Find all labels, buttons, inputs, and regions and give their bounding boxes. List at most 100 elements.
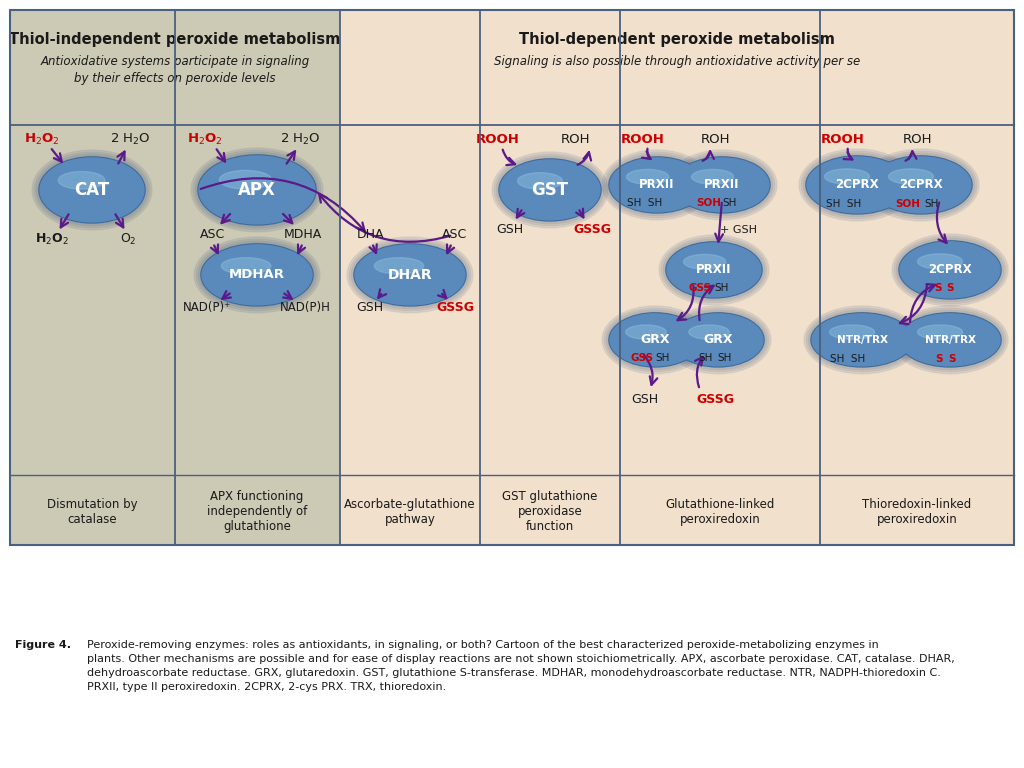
Text: GSS: GSS bbox=[688, 283, 712, 293]
Ellipse shape bbox=[353, 243, 467, 307]
Ellipse shape bbox=[36, 154, 148, 226]
Text: SH  SH: SH SH bbox=[628, 198, 663, 208]
Text: GSH: GSH bbox=[632, 393, 658, 406]
Text: GSH: GSH bbox=[356, 301, 384, 314]
Text: SH: SH bbox=[698, 353, 713, 362]
Text: Signaling is also possible through antioxidative activity per se: Signaling is also possible through antio… bbox=[494, 55, 860, 68]
Ellipse shape bbox=[659, 235, 769, 305]
Text: NAD(P)⁺: NAD(P)⁺ bbox=[183, 301, 231, 314]
Text: GSS: GSS bbox=[631, 353, 653, 362]
Text: SOH: SOH bbox=[696, 198, 722, 208]
FancyBboxPatch shape bbox=[340, 10, 1014, 125]
FancyBboxPatch shape bbox=[10, 10, 340, 125]
Ellipse shape bbox=[191, 148, 323, 232]
Ellipse shape bbox=[804, 306, 920, 374]
Ellipse shape bbox=[673, 314, 763, 366]
Ellipse shape bbox=[896, 238, 1004, 302]
Ellipse shape bbox=[608, 156, 706, 214]
Text: 2CPRX: 2CPRX bbox=[899, 178, 943, 191]
Ellipse shape bbox=[198, 241, 316, 309]
Ellipse shape bbox=[354, 244, 466, 306]
Ellipse shape bbox=[32, 150, 152, 230]
Ellipse shape bbox=[869, 155, 973, 215]
Text: GSSG: GSSG bbox=[436, 301, 474, 314]
Ellipse shape bbox=[202, 245, 312, 305]
Ellipse shape bbox=[604, 152, 710, 218]
Text: ROH: ROH bbox=[560, 134, 590, 147]
Text: SH  SH: SH SH bbox=[826, 199, 861, 209]
Ellipse shape bbox=[900, 314, 1000, 366]
Ellipse shape bbox=[610, 158, 705, 212]
Text: S: S bbox=[946, 283, 953, 293]
Ellipse shape bbox=[194, 237, 319, 313]
Ellipse shape bbox=[38, 156, 146, 224]
Ellipse shape bbox=[691, 170, 734, 184]
Ellipse shape bbox=[806, 308, 918, 372]
Ellipse shape bbox=[604, 308, 706, 372]
Ellipse shape bbox=[689, 325, 729, 339]
Ellipse shape bbox=[799, 149, 915, 221]
Ellipse shape bbox=[40, 158, 144, 222]
Ellipse shape bbox=[602, 150, 712, 220]
Ellipse shape bbox=[609, 157, 705, 213]
Ellipse shape bbox=[829, 325, 874, 339]
Ellipse shape bbox=[863, 149, 979, 221]
Ellipse shape bbox=[201, 244, 313, 306]
Ellipse shape bbox=[196, 239, 318, 311]
Ellipse shape bbox=[492, 152, 608, 228]
Ellipse shape bbox=[498, 158, 602, 222]
Ellipse shape bbox=[671, 312, 765, 368]
Ellipse shape bbox=[662, 237, 767, 303]
Ellipse shape bbox=[683, 254, 726, 270]
Ellipse shape bbox=[899, 241, 1001, 299]
Text: Antioxidative systems participate in signaling: Antioxidative systems participate in sig… bbox=[40, 55, 309, 68]
FancyBboxPatch shape bbox=[10, 125, 340, 545]
Ellipse shape bbox=[675, 158, 769, 212]
Text: DHAR: DHAR bbox=[388, 268, 432, 282]
Text: SH: SH bbox=[723, 198, 737, 208]
Text: SH: SH bbox=[655, 353, 670, 362]
Text: ROOH: ROOH bbox=[821, 134, 865, 147]
Ellipse shape bbox=[667, 308, 769, 372]
Text: H$_2$O$_2$: H$_2$O$_2$ bbox=[187, 132, 223, 147]
Ellipse shape bbox=[496, 156, 604, 224]
Ellipse shape bbox=[500, 160, 600, 220]
Ellipse shape bbox=[221, 257, 270, 274]
Ellipse shape bbox=[347, 237, 473, 313]
Ellipse shape bbox=[499, 159, 601, 221]
Text: GSSG: GSSG bbox=[696, 393, 734, 406]
Text: Thioredoxin-linked
peroxiredoxin: Thioredoxin-linked peroxiredoxin bbox=[862, 498, 972, 526]
Text: S: S bbox=[948, 354, 955, 364]
Text: Dismutation by
catalase: Dismutation by catalase bbox=[47, 498, 137, 526]
Ellipse shape bbox=[627, 170, 669, 184]
Text: Thiol-dependent peroxide metabolism: Thiol-dependent peroxide metabolism bbox=[519, 32, 835, 48]
Text: ASC: ASC bbox=[442, 228, 468, 241]
Text: ROH: ROH bbox=[903, 134, 933, 147]
Text: + GSH: + GSH bbox=[720, 225, 757, 235]
Text: GST glutathione
peroxidase
function: GST glutathione peroxidase function bbox=[503, 490, 598, 533]
Text: MDHA: MDHA bbox=[284, 228, 323, 241]
Text: DHA: DHA bbox=[356, 228, 384, 241]
Ellipse shape bbox=[195, 152, 319, 228]
Ellipse shape bbox=[669, 310, 767, 370]
Ellipse shape bbox=[892, 306, 1008, 374]
Ellipse shape bbox=[899, 313, 1001, 367]
Text: SH  SH: SH SH bbox=[830, 354, 865, 364]
Text: 2CPRX: 2CPRX bbox=[928, 263, 972, 276]
Text: NTR/TRX: NTR/TRX bbox=[925, 335, 976, 345]
Ellipse shape bbox=[602, 306, 708, 374]
Ellipse shape bbox=[665, 306, 771, 374]
Text: NTR/TRX: NTR/TRX bbox=[837, 335, 888, 345]
Ellipse shape bbox=[808, 310, 916, 370]
Ellipse shape bbox=[900, 242, 1000, 298]
Ellipse shape bbox=[666, 242, 762, 298]
Text: PRXII: PRXII bbox=[696, 263, 732, 276]
Text: 2 H$_2$O: 2 H$_2$O bbox=[280, 132, 321, 147]
Ellipse shape bbox=[34, 152, 150, 228]
Text: ASC: ASC bbox=[201, 228, 225, 241]
Ellipse shape bbox=[896, 310, 1004, 370]
Ellipse shape bbox=[39, 157, 145, 223]
Ellipse shape bbox=[494, 154, 606, 226]
Text: SH: SH bbox=[715, 283, 729, 293]
Ellipse shape bbox=[609, 313, 701, 367]
